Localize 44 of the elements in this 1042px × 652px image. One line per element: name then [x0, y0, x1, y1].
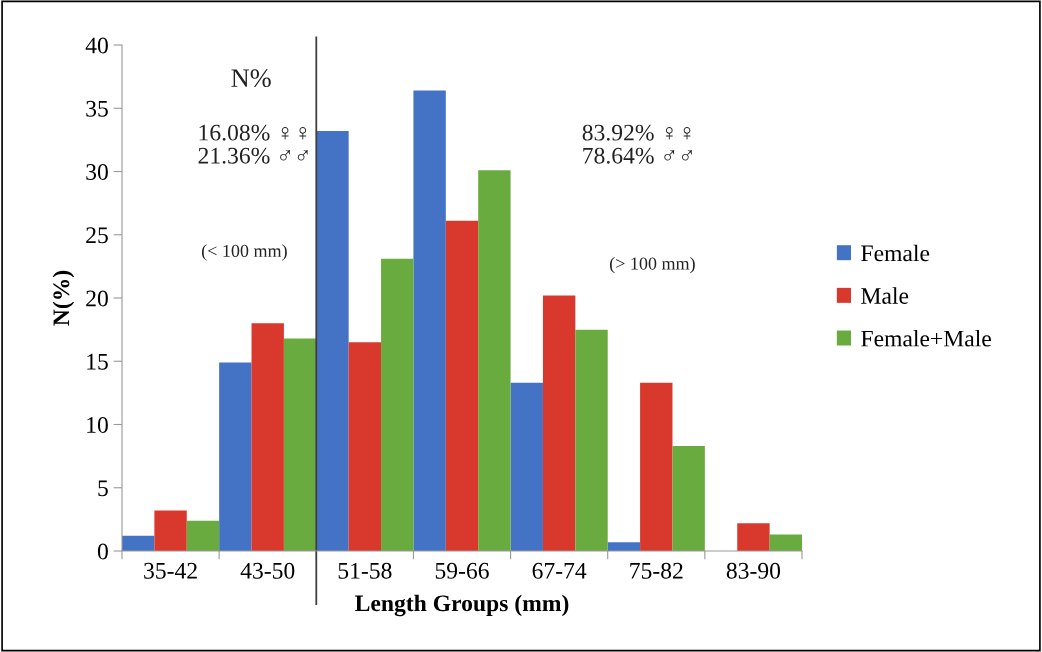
x-tick-label: 75-82: [630, 562, 683, 579]
y-tick-label: 25: [86, 227, 108, 244]
x-tick-label: 35-42: [144, 562, 197, 579]
bar: [640, 382, 673, 551]
legend-label: Female+Male: [861, 329, 991, 347]
bar: [575, 329, 608, 551]
bar: [413, 90, 446, 551]
bar: [283, 338, 317, 551]
bar: [219, 362, 252, 551]
y-tick-label: 35: [86, 100, 108, 117]
annotation: (> 100 mm): [609, 256, 695, 274]
y-tick-label: 30: [86, 163, 108, 180]
annotation: 16.08% ♀♀ 21.36% ♂♂: [198, 124, 308, 164]
bar: [737, 523, 770, 551]
y-tick-label: 20: [86, 290, 108, 307]
annotation: N%: [231, 69, 271, 88]
bar: [769, 534, 802, 551]
bar: [672, 446, 705, 551]
bar: [316, 131, 349, 551]
x-tick-label: 51-58: [338, 562, 392, 579]
x-tick-label: 59-66: [435, 562, 489, 579]
legend-label: Female: [861, 244, 930, 262]
bar: [251, 323, 284, 551]
y-tick-label: 5: [98, 480, 108, 497]
legend-label: Male: [861, 287, 909, 304]
y-tick-label: 40: [85, 37, 108, 54]
y-tick-label: 10: [87, 416, 108, 433]
bar: [510, 382, 543, 551]
bar: [445, 220, 479, 551]
x-tick-label: 43-50: [240, 562, 295, 579]
annotation: 83.92% ♀♀ 78.64% ♂♂: [582, 124, 692, 164]
bar: [381, 258, 414, 551]
bar: [348, 342, 382, 551]
bar: [154, 510, 187, 551]
y-tick-label: 0: [97, 543, 108, 560]
bar: [478, 170, 511, 551]
y-axis-title: N(%): [52, 270, 75, 326]
bar: [542, 295, 576, 551]
annotation: (< 100 mm): [201, 244, 287, 261]
x-tick-label: 67-74: [532, 562, 587, 579]
y-tick-label: 15: [87, 353, 108, 370]
x-tick-label: 83-90: [726, 562, 781, 579]
bar: [186, 520, 220, 551]
x-axis-title: Length Groups (mm): [355, 594, 569, 617]
